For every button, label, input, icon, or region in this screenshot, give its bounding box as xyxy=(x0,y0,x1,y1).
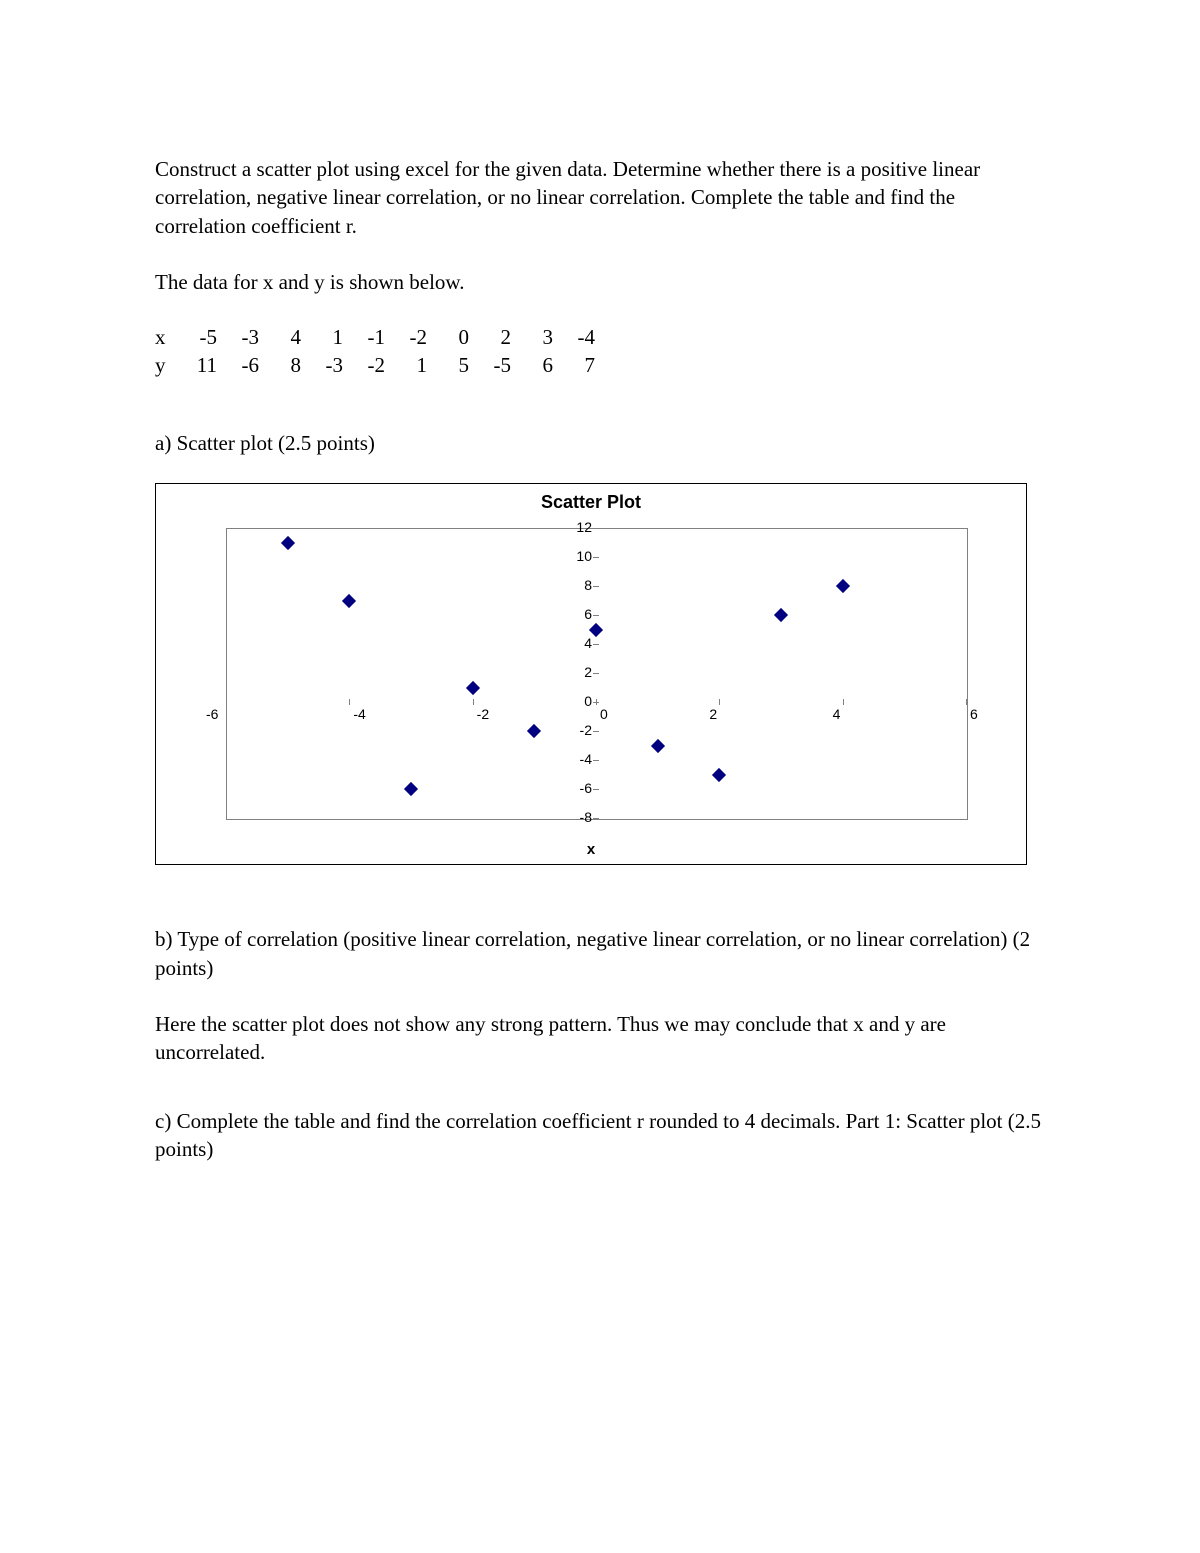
y-tick xyxy=(593,528,599,529)
x-tick xyxy=(226,699,227,705)
y-tick xyxy=(593,818,599,819)
x-tick-label: -4 xyxy=(353,706,365,722)
y-tick xyxy=(593,644,599,645)
x-tick-label: 0 xyxy=(600,706,608,722)
x-tick-label: -6 xyxy=(206,706,218,722)
data-cell: x xyxy=(155,324,175,351)
y-tick-label: 2 xyxy=(568,664,592,680)
data-cell: 1 xyxy=(307,324,343,351)
data-cell: -5 xyxy=(181,324,217,351)
data-cell: 3 xyxy=(517,324,553,351)
y-tick xyxy=(593,702,599,703)
data-table: x-5-341-1-2023-4 y11-68-3-215-567 xyxy=(155,324,1050,379)
y-tick xyxy=(593,760,599,761)
data-cell: -3 xyxy=(307,352,343,379)
scatter-chart: Scatter Plot x -6 -4 -2 0 2 4 6 -8 -6 -4 -2 0 2 4 6 8 10… xyxy=(155,483,1027,865)
data-cell: -2 xyxy=(391,324,427,351)
data-cell: -5 xyxy=(475,352,511,379)
data-cell: 4 xyxy=(265,324,301,351)
chart-x-axis-label: x xyxy=(156,841,1026,858)
y-tick-label: 6 xyxy=(568,606,592,622)
y-tick-label: -6 xyxy=(568,780,592,796)
data-row-y: y11-68-3-215-567 xyxy=(155,352,1050,379)
y-tick xyxy=(593,586,599,587)
x-tick-label: 2 xyxy=(709,706,717,722)
data-cell: -1 xyxy=(349,324,385,351)
y-tick xyxy=(593,615,599,616)
x-tick xyxy=(473,699,474,705)
data-row-x: x-5-341-1-2023-4 xyxy=(155,324,1050,351)
chart-title: Scatter Plot xyxy=(156,492,1026,513)
data-cell: -3 xyxy=(223,324,259,351)
data-cell: 11 xyxy=(181,352,217,379)
plot-area xyxy=(226,528,968,820)
x-tick-label: 4 xyxy=(833,706,841,722)
data-cell: 2 xyxy=(475,324,511,351)
page: Construct a scatter plot using excel for… xyxy=(0,0,1200,1553)
x-tick xyxy=(349,699,350,705)
part-a-heading: a) Scatter plot (2.5 points) xyxy=(155,429,1050,457)
part-b-heading: b) Type of correlation (positive linear … xyxy=(155,925,1050,982)
y-tick xyxy=(593,731,599,732)
y-tick-label: 8 xyxy=(568,577,592,593)
data-intro: The data for x and y is shown below. xyxy=(155,268,1050,296)
data-cell: 1 xyxy=(391,352,427,379)
x-tick xyxy=(719,699,720,705)
x-tick xyxy=(843,699,844,705)
data-cell: 5 xyxy=(433,352,469,379)
data-cell: 0 xyxy=(433,324,469,351)
x-tick-label: 6 xyxy=(970,706,978,722)
x-tick xyxy=(966,699,967,705)
y-tick xyxy=(593,789,599,790)
y-tick-label: 0 xyxy=(568,693,592,709)
data-cell: 8 xyxy=(265,352,301,379)
data-cell: -2 xyxy=(349,352,385,379)
intro-paragraph: Construct a scatter plot using excel for… xyxy=(155,155,1050,240)
y-tick-label: 4 xyxy=(568,635,592,651)
part-c-heading: c) Complete the table and find the corre… xyxy=(155,1107,1050,1164)
y-tick-label: -2 xyxy=(568,722,592,738)
part-b-answer: Here the scatter plot does not show any … xyxy=(155,1010,1050,1067)
data-cell: 6 xyxy=(517,352,553,379)
y-tick-label: -4 xyxy=(568,751,592,767)
data-cell: y xyxy=(155,352,175,379)
y-tick xyxy=(593,557,599,558)
data-cell: -6 xyxy=(223,352,259,379)
data-cell: 7 xyxy=(559,352,595,379)
y-tick-label: 12 xyxy=(568,519,592,535)
x-tick-label: -2 xyxy=(477,706,489,722)
y-tick xyxy=(593,673,599,674)
data-cell: -4 xyxy=(559,324,595,351)
y-tick-label: -8 xyxy=(568,809,592,825)
y-tick-label: 10 xyxy=(568,548,592,564)
